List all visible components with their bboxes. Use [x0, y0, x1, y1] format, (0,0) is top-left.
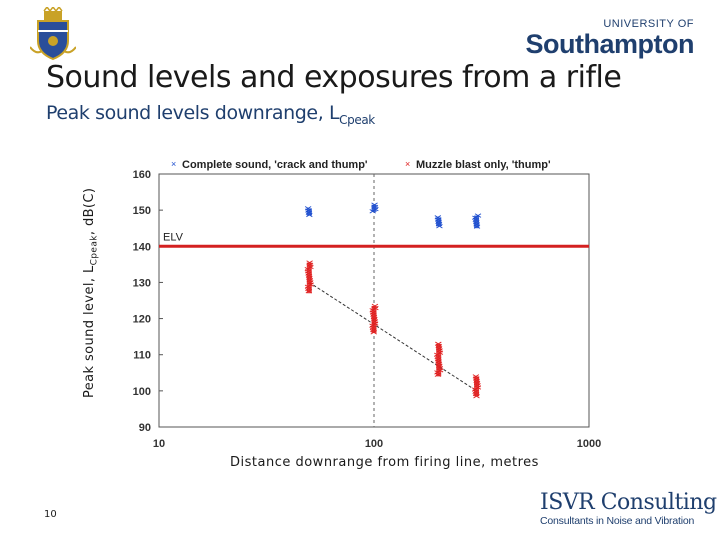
x-marker [369, 209, 376, 214]
slide-subtitle: Peak sound levels downrange, LCpeak [46, 102, 375, 127]
isvr-tagline: Consultants in Noise and Vibration [540, 515, 695, 527]
subtitle-main: Peak sound levels downrange, L [46, 102, 340, 124]
x-tick-label: 100 [365, 438, 383, 450]
x-marker [436, 368, 444, 373]
isvr-brand: ISVR Consulting [540, 490, 717, 515]
peak-level-chart: 90 100 110 120 130 140 150 160 10 100 1000 ELV × … [133, 159, 602, 450]
subtitle-subscript: Cpeak [339, 112, 375, 127]
x-marker [436, 350, 444, 355]
page-number: 10 [44, 509, 57, 520]
y-axis-label-main: Peak sound level, L [82, 265, 97, 398]
legend: × Complete sound, 'crack and thump' × Mu… [171, 159, 551, 171]
y-axis-label-unit: , dB(C) [82, 187, 97, 236]
x-marker [474, 213, 482, 218]
x-marker [307, 264, 314, 270]
university-logo-small-text: UNIVERSITY OF [603, 18, 694, 30]
muzzle-blast-cluster [304, 260, 314, 294]
x-marker [473, 394, 480, 399]
legend-marker-complete: × [171, 159, 176, 169]
muzzle-blast-cluster [369, 303, 379, 335]
slide-title: Sound levels and exposures from a rifle [46, 60, 622, 95]
y-tick-label: 150 [133, 205, 151, 217]
y-tick-label: 120 [133, 314, 151, 326]
x-tick-labels: 10 100 1000 [153, 438, 601, 450]
x-tick-label: 10 [153, 438, 165, 450]
y-tick-label: 160 [133, 169, 151, 181]
x-marker [371, 321, 379, 326]
x-marker [370, 330, 377, 335]
y-axis-label-subscript: Cpeak [89, 235, 100, 266]
elv-label: ELV [163, 231, 184, 243]
x-marker [305, 288, 313, 294]
muzzle-blast-cluster [472, 374, 482, 399]
x-marker [474, 385, 482, 390]
university-crest-icon [30, 7, 76, 61]
legend-label-complete: Complete sound, 'crack and thump' [182, 159, 368, 171]
complete-sound-cluster [472, 213, 482, 229]
cluster-bar [306, 208, 312, 216]
legend-label-muzzle: Muzzle blast only, 'thump' [416, 159, 551, 171]
complete-sound-cluster [304, 206, 313, 218]
muzzle-blast-cluster [434, 341, 444, 377]
x-marker [473, 224, 481, 229]
x-marker [372, 206, 379, 212]
complete-sound-cluster [434, 215, 443, 229]
y-tick-label: 110 [133, 350, 151, 362]
trend-line [309, 282, 477, 392]
university-logo-name: Southampton [525, 29, 695, 59]
x-tick-label: 1000 [577, 438, 601, 450]
x-marker [372, 305, 379, 311]
y-tick-label: 130 [133, 277, 151, 289]
x-axis-label: Distance downrange from firing line, met… [230, 455, 539, 470]
x-marker [307, 282, 314, 287]
x-marker [306, 212, 313, 218]
complete-sound-cluster [369, 202, 379, 214]
legend-marker-muzzle: × [405, 159, 410, 169]
y-tick-label: 100 [133, 386, 151, 398]
x-marker [434, 372, 442, 377]
y-tick-labels: 90 100 110 120 130 140 150 160 [133, 169, 163, 434]
isvr-logo: ISVR Consulting Consultants in Noise and… [540, 490, 717, 528]
x-marker [436, 223, 443, 229]
university-logo: UNIVERSITY OF Southampton [525, 18, 695, 59]
y-axis-label: Peak sound level, LCpeak, dB(C) [82, 148, 100, 398]
data-marks [304, 202, 482, 399]
y-tick-label: 140 [133, 241, 151, 253]
y-tick-label: 90 [139, 422, 151, 434]
